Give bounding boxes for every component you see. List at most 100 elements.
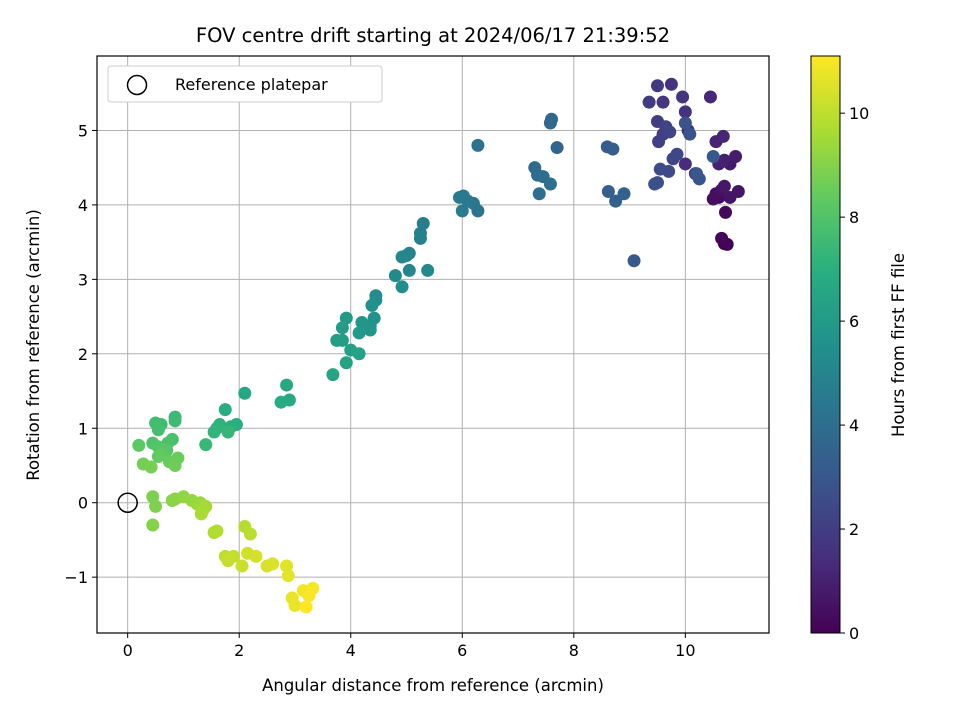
data-point xyxy=(706,150,720,164)
colorbar-label: Hours from first FF file xyxy=(889,253,908,437)
data-point xyxy=(302,589,316,603)
colorbar-gradient xyxy=(810,55,841,634)
y-tick-label: 4 xyxy=(78,196,88,215)
grid-lines xyxy=(97,56,769,633)
data-point xyxy=(717,179,731,193)
data-point xyxy=(683,127,697,141)
colorbar-tick-label: 4 xyxy=(849,416,859,435)
data-point xyxy=(168,458,182,472)
legend: Reference platepar xyxy=(107,65,383,103)
data-point xyxy=(703,90,717,104)
data-point xyxy=(678,157,692,171)
data-point xyxy=(218,403,232,417)
x-tick-label: 6 xyxy=(457,641,467,660)
data-point xyxy=(656,95,670,109)
data-point xyxy=(288,598,302,612)
y-tick-label: 2 xyxy=(78,345,88,364)
data-point xyxy=(532,187,546,201)
plot-frame xyxy=(96,55,770,634)
data-point xyxy=(653,162,667,176)
data-point xyxy=(550,141,564,155)
data-point xyxy=(210,524,224,538)
data-point xyxy=(670,147,684,161)
data-point xyxy=(690,167,704,181)
data-point xyxy=(266,557,280,571)
data-point xyxy=(243,527,257,541)
data-point xyxy=(664,77,678,91)
data-point xyxy=(421,263,435,277)
data-point xyxy=(606,142,620,156)
data-point xyxy=(280,378,294,392)
y-axis-ticks: −1 0 1 2 3 4 5 xyxy=(64,121,97,587)
data-point xyxy=(199,438,213,452)
data-point xyxy=(238,386,252,400)
colorbar-ticks: 0 2 4 6 8 10 xyxy=(840,104,869,643)
data-point xyxy=(719,205,733,219)
data-point xyxy=(452,190,466,204)
y-axis-label: Rotation from reference (arcmin) xyxy=(24,209,43,481)
x-tick-label: 2 xyxy=(234,641,244,660)
data-point xyxy=(471,138,485,152)
data-point xyxy=(617,187,631,201)
data-point xyxy=(676,90,690,104)
data-point xyxy=(132,438,146,452)
data-point xyxy=(235,559,249,573)
data-point xyxy=(299,600,313,614)
data-point xyxy=(326,368,340,382)
data-point xyxy=(543,116,557,130)
legend-box xyxy=(107,65,383,103)
legend-marker xyxy=(126,74,148,96)
data-point xyxy=(543,177,557,191)
data-point xyxy=(731,185,745,199)
data-point xyxy=(650,79,664,93)
data-point xyxy=(352,347,366,361)
reference-platepar-marker xyxy=(117,492,138,513)
x-axis-label: Angular distance from reference (arcmin) xyxy=(262,676,604,695)
data-point xyxy=(355,316,369,330)
data-point xyxy=(151,423,165,437)
data-point xyxy=(402,263,416,277)
data-point xyxy=(274,395,288,409)
y-tick-label: 0 xyxy=(78,494,88,513)
data-point xyxy=(339,356,353,370)
data-point xyxy=(729,150,743,164)
data-point xyxy=(221,425,235,439)
colorbar-tick-label: 0 xyxy=(849,624,859,643)
data-point xyxy=(715,231,729,245)
data-point xyxy=(678,105,692,119)
data-point xyxy=(151,450,165,464)
data-point xyxy=(601,185,615,199)
data-point xyxy=(363,323,377,337)
x-tick-label: 4 xyxy=(346,641,356,660)
colorbar-tick-label: 10 xyxy=(849,104,869,123)
data-point xyxy=(663,125,677,139)
data-point xyxy=(395,280,409,294)
x-tick-label: 0 xyxy=(123,641,133,660)
data-point xyxy=(168,414,182,428)
data-point xyxy=(678,116,692,130)
data-point xyxy=(395,250,409,264)
x-axis-ticks: 0 2 4 6 8 10 xyxy=(123,633,696,660)
y-tick-label: 3 xyxy=(78,270,88,289)
data-point xyxy=(335,321,349,335)
y-tick-label: 1 xyxy=(78,419,88,438)
data-point xyxy=(249,549,263,563)
y-tick-label: −1 xyxy=(64,568,88,587)
data-point xyxy=(413,231,427,245)
data-point xyxy=(388,269,402,283)
data-point xyxy=(149,499,163,513)
data-point xyxy=(194,507,208,521)
y-tick-label: 5 xyxy=(78,121,88,140)
data-point xyxy=(280,559,294,573)
data-point xyxy=(365,298,379,312)
data-point xyxy=(146,518,160,532)
data-point xyxy=(716,129,730,143)
data-point xyxy=(642,95,656,109)
x-tick-label: 8 xyxy=(569,641,579,660)
data-point xyxy=(652,135,666,149)
data-point xyxy=(335,333,349,347)
data-point xyxy=(221,554,235,568)
colorbar-tick-label: 6 xyxy=(849,312,859,331)
data-point xyxy=(281,569,295,583)
